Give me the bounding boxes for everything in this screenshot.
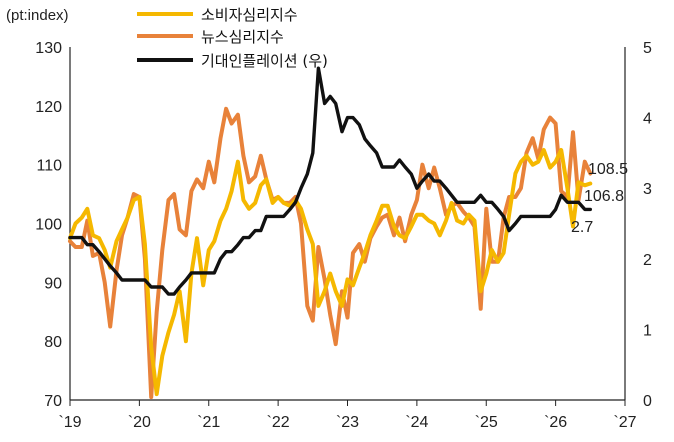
y-left-tick-label: 120 xyxy=(35,99,62,116)
y-right-tick-label: 2 xyxy=(643,252,652,269)
series-lines xyxy=(68,66,593,400)
legend-label-0: 소비자심리지수 xyxy=(201,6,298,24)
x-tick-label: `27 xyxy=(613,414,636,431)
x-tick-label: `22 xyxy=(267,414,290,431)
x-tick-label: `21 xyxy=(197,414,220,431)
y-right-tick-label: 4 xyxy=(643,111,652,128)
legend-label-2: 기대인플레이션 (우) xyxy=(201,52,328,70)
end-labels: 106.8 108.5 2.7 xyxy=(571,161,628,236)
y-left-tick-label: 70 xyxy=(44,393,62,410)
x-tick-label: `25 xyxy=(475,414,498,431)
y-right-tick-label: 3 xyxy=(643,181,652,198)
x-tick-label: `20 xyxy=(128,414,151,431)
series-line-0 xyxy=(68,148,593,397)
y-left-tick-label: 130 xyxy=(35,40,62,57)
end-value-label-0: 106.8 xyxy=(584,188,624,205)
end-value-label-1: 108.5 xyxy=(588,161,628,178)
y-left-tick-label: 110 xyxy=(36,158,62,175)
axes: 70 80 90 100 110 120 130 0 1 2 3 4 5 `19 `20 `21 `22 `23 `… xyxy=(35,40,652,431)
x-tick-label: `19 xyxy=(58,414,81,431)
y-right-tick-label: 0 xyxy=(643,393,652,410)
y-left-tick-label: 90 xyxy=(44,275,62,292)
legend-label-1: 뉴스심리지수 xyxy=(201,28,284,46)
end-value-label-2: 2.7 xyxy=(571,219,593,236)
x-tick-label: `23 xyxy=(336,414,359,431)
y-left-tick-label: 80 xyxy=(44,334,62,351)
series-line-1 xyxy=(68,106,593,400)
y-right-tick-label: 5 xyxy=(643,40,652,57)
series-line-2 xyxy=(68,66,592,296)
unit-label: (pt:index) xyxy=(6,7,69,24)
y-right-tick-label: 1 xyxy=(643,322,652,339)
x-tick-label: `24 xyxy=(405,414,428,431)
y-left-tick-label: 100 xyxy=(35,217,62,234)
x-tick-label: `26 xyxy=(544,414,567,431)
